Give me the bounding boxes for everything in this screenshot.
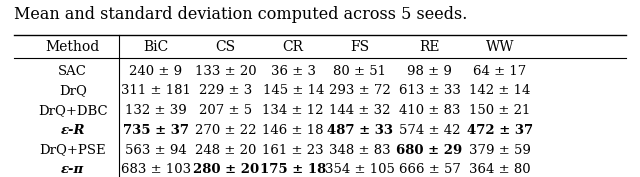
Text: FS: FS [350,40,369,54]
Text: Mean and standard deviation computed across 5 seeds.: Mean and standard deviation computed acr… [14,6,467,23]
Text: 354 ± 105: 354 ± 105 [324,163,394,176]
Text: 563 ± 94: 563 ± 94 [125,144,186,157]
Text: 379 ± 59: 379 ± 59 [468,144,531,157]
Text: 683 ± 103: 683 ± 103 [120,163,191,176]
Text: ε-R: ε-R [61,124,85,137]
Text: 150 ± 21: 150 ± 21 [469,104,531,117]
Text: 248 ± 20: 248 ± 20 [195,144,257,157]
Text: DrQ+DBC: DrQ+DBC [38,104,108,117]
Text: 666 ± 57: 666 ± 57 [399,163,461,176]
Text: 680 ± 29: 680 ± 29 [396,144,463,157]
Text: 229 ± 3: 229 ± 3 [199,84,252,98]
Text: 735 ± 37: 735 ± 37 [123,124,189,137]
Text: 134 ± 12: 134 ± 12 [262,104,324,117]
Text: 348 ± 83: 348 ± 83 [329,144,390,157]
Text: 270 ± 22: 270 ± 22 [195,124,257,137]
Text: 280 ± 20: 280 ± 20 [193,163,259,176]
Text: CR: CR [283,40,304,54]
Text: DrQ: DrQ [59,84,86,98]
Text: DrQ+PSE: DrQ+PSE [40,144,106,157]
Text: 472 ± 37: 472 ± 37 [467,124,532,137]
Text: WW: WW [486,40,514,54]
Text: BiC: BiC [143,40,168,54]
Text: 132 ± 39: 132 ± 39 [125,104,186,117]
Text: Method: Method [45,40,100,54]
Text: 133 ± 20: 133 ± 20 [195,65,257,78]
Text: 80 ± 51: 80 ± 51 [333,65,386,78]
Text: RE: RE [419,40,440,54]
Text: 145 ± 14: 145 ± 14 [262,84,324,98]
Text: 36 ± 3: 36 ± 3 [271,65,316,78]
Text: 613 ± 33: 613 ± 33 [399,84,461,98]
Text: 98 ± 9: 98 ± 9 [407,65,452,78]
Text: 146 ± 18: 146 ± 18 [262,124,324,137]
Text: ε-π: ε-π [61,163,84,176]
Text: 410 ± 83: 410 ± 83 [399,104,460,117]
Text: 161 ± 23: 161 ± 23 [262,144,324,157]
Text: 487 ± 33: 487 ± 33 [326,124,392,137]
Text: 144 ± 32: 144 ± 32 [329,104,390,117]
Text: 175 ± 18: 175 ± 18 [260,163,326,176]
Text: CS: CS [216,40,236,54]
Text: SAC: SAC [58,65,87,78]
Text: 207 ± 5: 207 ± 5 [199,104,252,117]
Text: 293 ± 72: 293 ± 72 [328,84,390,98]
Text: 364 ± 80: 364 ± 80 [469,163,531,176]
Text: 64 ± 17: 64 ± 17 [473,65,526,78]
Text: 142 ± 14: 142 ± 14 [469,84,531,98]
Text: 240 ± 9: 240 ± 9 [129,65,182,78]
Text: 311 ± 181: 311 ± 181 [121,84,191,98]
Text: 574 ± 42: 574 ± 42 [399,124,460,137]
